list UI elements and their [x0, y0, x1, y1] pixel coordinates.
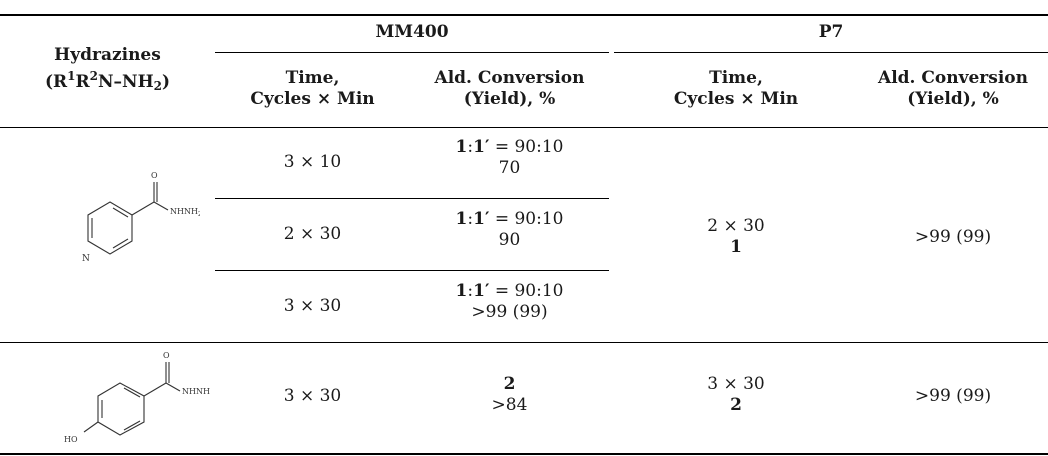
mm400-conversion-row1: 1:1′ = 90:10 70 — [455, 137, 564, 178]
isonicotinic-hydrazide-structure: N O NHNH2 — [82, 171, 200, 264]
pyridine-nitrogen-atom: N — [82, 254, 90, 264]
group-header-p7: P7 — [818, 22, 844, 42]
mm400-time-row3: 3 × 30 — [283, 296, 342, 316]
top-rule — [0, 14, 1048, 16]
hydrazide-group-label: NHNH2 — [182, 387, 210, 398]
bottom-rule — [0, 453, 1048, 455]
section-rule — [0, 342, 1048, 343]
mm400-conversion-row4: 2 >84 — [491, 374, 528, 415]
group-rule-mm400 — [215, 52, 609, 53]
hydroxyl-group-label: HO — [64, 435, 78, 444]
hydroxybenzohydrazide-structure: HO O NHNH2 — [64, 351, 210, 444]
mm400-time-row2: 2 × 30 — [283, 224, 342, 244]
mm400-conversion-row2: 1:1′ = 90:10 90 — [455, 209, 564, 250]
p7-time-header: Time, Cycles × Min — [673, 68, 799, 109]
row-rule-1 — [215, 198, 609, 199]
group-header-mm400: MM400 — [375, 22, 449, 42]
hydrazine-formula: (R1R2N–NH2) — [44, 69, 171, 93]
hydrazines-header: Hydrazines (R1R2N–NH2) — [0, 45, 215, 97]
p7-conversion-header: Ald. Conversion (Yield), % — [878, 68, 1028, 109]
mm400-conversion-row3: 1:1′ = 90:10 >99 (99) — [455, 281, 564, 322]
p7-conversion-compound1: >99 (99) — [914, 227, 992, 247]
carbonyl-oxygen-atom: O — [151, 171, 158, 180]
header-rule — [0, 127, 1048, 128]
p7-time-compound2: 3 × 30 2 — [707, 374, 765, 415]
row-rule-2 — [215, 270, 609, 271]
hydrazide-group-label: NHNH2 — [170, 207, 200, 218]
carbonyl-oxygen-atom: O — [163, 351, 170, 360]
mm400-time-header: Time, Cycles × Min — [250, 68, 375, 109]
mm400-conversion-header: Ald. Conversion (Yield), % — [434, 68, 585, 109]
hydrazines-label: Hydrazines — [54, 45, 161, 65]
mm400-time-row4: 3 × 30 — [283, 386, 342, 406]
p7-time-compound1: 2 × 30 1 — [707, 216, 765, 257]
group-rule-p7 — [614, 52, 1048, 53]
p7-conversion-compound2: >99 (99) — [914, 386, 992, 406]
mm400-time-row1: 3 × 10 — [283, 152, 342, 172]
